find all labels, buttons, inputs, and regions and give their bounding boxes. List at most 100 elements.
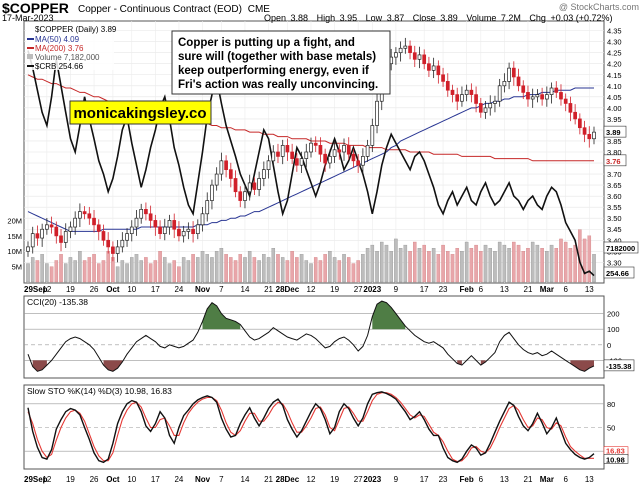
price-tick-label: 3.80 <box>607 148 622 157</box>
candle-body <box>559 92 563 100</box>
candle-body <box>497 85 502 102</box>
candle-body <box>271 151 276 162</box>
candle-body <box>115 246 120 254</box>
volume-bar <box>464 241 469 283</box>
candle-body <box>276 151 280 157</box>
volume-axis: 5M 10M 15M 20M <box>7 216 22 271</box>
volume-bar <box>323 254 327 283</box>
candle-body <box>200 213 205 226</box>
x-tick-label-top: Nov <box>195 285 211 294</box>
volume-bar <box>233 260 238 283</box>
candle-body <box>469 89 474 95</box>
cci-oversold-fill <box>457 360 462 366</box>
legend-volume: Volume 7,182,000 <box>35 53 100 62</box>
candle-body <box>257 178 261 190</box>
volume-bar <box>507 248 511 283</box>
volume-bar <box>87 257 92 283</box>
x-tick-label-top: 6 <box>479 285 484 294</box>
volume-bar <box>328 251 332 283</box>
volume-bar <box>516 244 521 283</box>
watermark: @ StockCharts.com <box>559 2 639 12</box>
x-tick-label-top: Mar <box>540 285 554 294</box>
volume-bar <box>554 248 559 283</box>
x-tick-label-top: 14 <box>241 285 250 294</box>
candle-body <box>328 156 332 164</box>
cci-oversold-fill <box>32 360 47 372</box>
sto-title: Slow STO %K(14) %D(3) 10.98, 16.83 <box>27 386 172 396</box>
candle-body <box>252 182 257 190</box>
volume-bar <box>196 257 200 283</box>
x-tick-label-bottom: 21 <box>524 475 533 484</box>
candle-body <box>290 151 294 159</box>
candle-body <box>516 76 521 87</box>
candle-body <box>474 94 478 104</box>
candle-body <box>365 145 370 157</box>
volume-bar <box>92 254 96 283</box>
candle-body <box>445 81 450 91</box>
symbol-title: $COPPER <box>2 0 69 16</box>
x-tick-label-top: 21 <box>264 285 273 294</box>
candle-body <box>261 169 266 179</box>
volume-bar <box>313 257 318 283</box>
volume-bar <box>521 251 526 283</box>
x-tick-label-top: 13 <box>500 285 509 294</box>
volume-bar <box>346 257 351 283</box>
volume-bar <box>379 241 384 283</box>
candle-body <box>526 92 530 100</box>
candle-body <box>101 231 106 241</box>
volume-bar <box>68 257 73 283</box>
x-tick-label-bottom: 27 <box>354 475 363 484</box>
volume-bar <box>243 257 247 283</box>
candle-body <box>205 200 210 215</box>
price-tick-label: 4.10 <box>607 82 622 91</box>
candle-body <box>280 145 285 157</box>
cci-value-tag-bg <box>603 359 635 372</box>
candle-body <box>483 107 488 113</box>
cci-oversold-fill <box>103 360 123 372</box>
sto-k-tag: 16.83 <box>606 447 625 456</box>
x-tick-label-bottom: 6 <box>479 475 484 484</box>
volume-bar <box>365 248 370 283</box>
volume-bar <box>101 260 106 283</box>
candle-body <box>337 149 342 153</box>
x-tick-label-bottom: 12 <box>307 475 316 484</box>
volume-bar <box>49 266 54 283</box>
volume-bar <box>295 257 299 283</box>
x-tick-label-bottom: 26 <box>90 475 99 484</box>
open-label: Open <box>264 13 286 23</box>
close-label: Close <box>413 13 436 23</box>
x-tick-label-bottom: Mar <box>540 475 554 484</box>
x-tick-label-bottom: 21 <box>264 475 273 484</box>
cci-panel-frame <box>23 295 605 379</box>
price-tick-label: 3.50 <box>607 214 622 223</box>
close-value: 3.89 <box>440 13 458 23</box>
crb-path <box>27 50 595 277</box>
volume-bar <box>63 263 68 283</box>
candle-body <box>332 149 337 157</box>
candle-body <box>106 239 111 248</box>
volume-bar <box>361 254 365 283</box>
candle-body <box>87 213 92 219</box>
symbol-description: Copper - Continuous Contract (EOD) CME <box>78 4 270 15</box>
brand-text: monicakingsley.co <box>73 105 206 122</box>
high-value: 3.95 <box>340 13 358 23</box>
candle-body <box>408 45 412 54</box>
price-tick-label: 4.30 <box>607 38 622 47</box>
x-tick-label-bottom: 10 <box>127 475 136 484</box>
volume-bar <box>488 248 492 283</box>
x-tick-label-top: 29Sep <box>24 285 48 294</box>
volume-bar <box>130 257 134 283</box>
volume-bar <box>422 244 426 283</box>
volume-bar <box>167 263 172 283</box>
candle-body <box>398 47 403 54</box>
volume-bar <box>573 244 577 283</box>
x-tick-label-top: 9 <box>394 285 399 294</box>
x-tick-label-bottom: 19 <box>66 475 75 484</box>
x-tick-label-bottom: 7 <box>219 475 224 484</box>
volume-tag: 7182000 <box>606 244 635 253</box>
candle-body <box>266 160 271 171</box>
candle-body <box>181 231 186 237</box>
candle-body <box>285 145 290 153</box>
candle-body <box>460 94 464 102</box>
volume-bar <box>417 248 422 283</box>
